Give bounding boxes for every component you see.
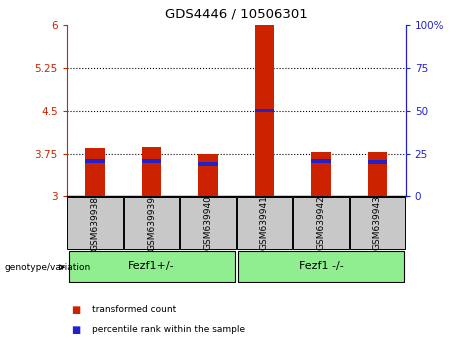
Text: Fezf1+/-: Fezf1+/- (128, 261, 175, 272)
Bar (142, 159, 161, 163)
Bar (180, 197, 236, 249)
Bar (367, 160, 387, 164)
Bar (67, 197, 123, 249)
Text: GSM639941: GSM639941 (260, 195, 269, 251)
Bar (367, 152, 387, 196)
Bar (69, 251, 235, 281)
Text: genotype/variation: genotype/variation (5, 263, 91, 272)
Text: ■: ■ (71, 305, 81, 315)
Bar (198, 162, 218, 166)
Title: GDS4446 / 10506301: GDS4446 / 10506301 (165, 8, 307, 21)
Text: GSM639942: GSM639942 (316, 196, 325, 250)
Bar (198, 154, 218, 196)
Text: GSM639939: GSM639939 (147, 195, 156, 251)
Bar (254, 25, 274, 196)
Bar (85, 148, 105, 196)
Bar (238, 251, 404, 281)
Text: Fezf1 -/-: Fezf1 -/- (299, 261, 343, 272)
Bar (237, 197, 292, 249)
Text: percentile rank within the sample: percentile rank within the sample (92, 325, 245, 335)
Bar (311, 159, 331, 163)
Bar (350, 197, 405, 249)
Bar (142, 147, 161, 196)
Bar (293, 197, 349, 249)
Text: transformed count: transformed count (92, 305, 177, 314)
Bar (311, 152, 331, 196)
Bar (254, 109, 274, 112)
Bar (85, 159, 105, 163)
Text: ■: ■ (71, 325, 81, 335)
Bar (124, 197, 179, 249)
Text: GSM639940: GSM639940 (203, 195, 213, 251)
Text: GSM639938: GSM639938 (90, 195, 100, 251)
Text: GSM639943: GSM639943 (373, 195, 382, 251)
